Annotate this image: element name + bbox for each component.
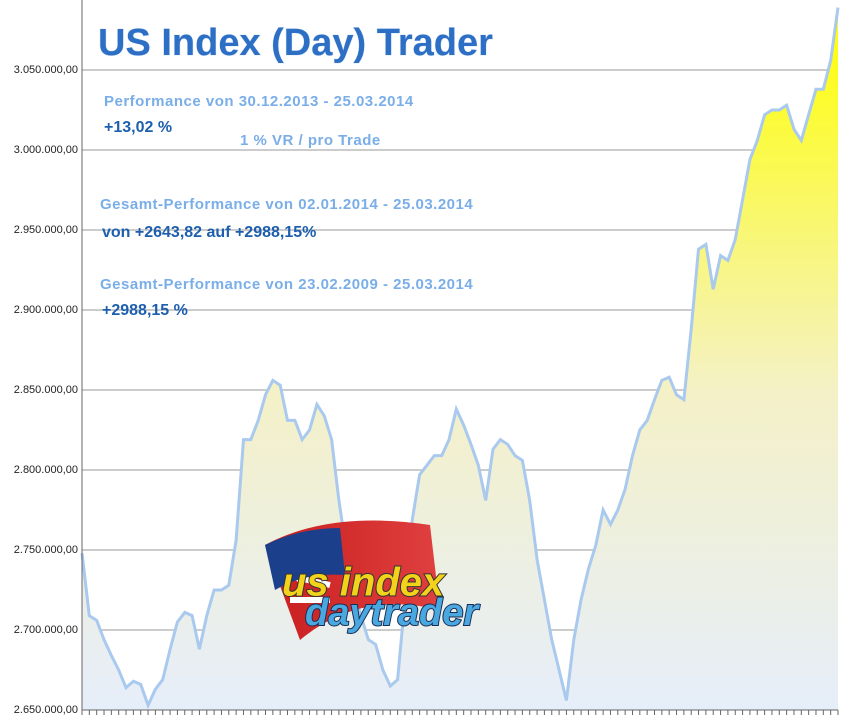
y-tick-label: 2.850.000,00 <box>14 384 78 396</box>
flag-stars <box>265 528 345 590</box>
y-tick-label: 3.050.000,00 <box>14 64 78 76</box>
y-tick-label: 2.950.000,00 <box>14 224 78 236</box>
logo-text: daytrader <box>305 592 480 634</box>
area-fill <box>82 7 838 711</box>
logo-text: us index <box>282 561 446 605</box>
y-tick-label: 2.800.000,00 <box>14 464 78 476</box>
annotation: 1 % VR / pro Trade <box>240 132 381 149</box>
chart-title: US Index (Day) Trader <box>98 22 493 64</box>
y-tick-label: 2.700.000,00 <box>14 624 78 636</box>
annotation: Gesamt-Performance von 02.01.2014 - 25.0… <box>100 196 473 213</box>
y-tick-label: 3.000.000,00 <box>14 144 78 156</box>
annotation: +13,02 % <box>104 119 172 136</box>
annotation: Gesamt-Performance von 23.02.2009 - 25.0… <box>100 276 473 293</box>
y-tick-label: 2.650.000,00 <box>14 704 78 716</box>
y-tick-label: 2.900.000,00 <box>14 304 78 316</box>
annotation: von +2643,82 auf +2988,15% <box>102 224 316 241</box>
annotation: Performance von 30.12.2013 - 25.03.2014 <box>104 93 414 110</box>
y-tick-label: 2.750.000,00 <box>14 544 78 556</box>
annotation: +2988,15 % <box>102 302 188 319</box>
line <box>80 7 840 710</box>
